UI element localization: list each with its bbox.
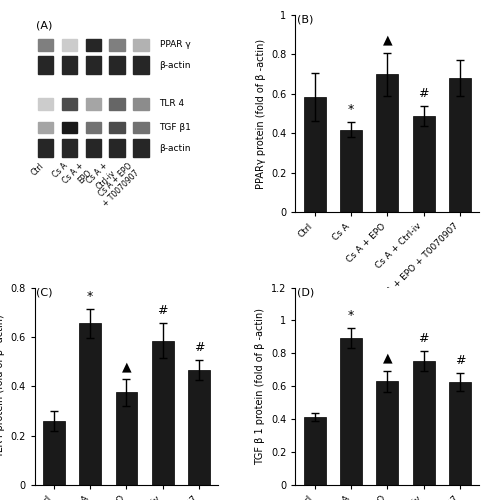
Bar [340, 130, 362, 212]
Bar [85, 140, 101, 157]
Bar [38, 98, 53, 110]
Y-axis label: TLR4 protein (fold of β -actin): TLR4 protein (fold of β -actin) [0, 314, 4, 458]
Bar [110, 56, 125, 74]
Text: Cs A +
EPO: Cs A + EPO [62, 161, 93, 193]
Y-axis label: PPARγ protein (fold of β -actin): PPARγ protein (fold of β -actin) [255, 38, 265, 189]
Bar [62, 98, 77, 110]
Text: TLR 4: TLR 4 [160, 100, 185, 108]
Text: (C): (C) [37, 288, 53, 298]
Bar [152, 340, 173, 485]
Bar [133, 38, 149, 50]
Text: Cs A: Cs A [51, 161, 70, 180]
Bar [412, 361, 435, 485]
Text: *: * [87, 290, 93, 302]
Bar [62, 56, 77, 74]
Text: *: * [348, 309, 354, 322]
Text: Ctrl: Ctrl [30, 161, 45, 178]
Bar [43, 421, 65, 485]
Text: (D): (D) [297, 288, 315, 298]
Bar [133, 122, 149, 134]
Bar [79, 324, 101, 485]
Bar [133, 140, 149, 157]
Bar [412, 116, 435, 212]
Text: #: # [454, 354, 465, 367]
Bar [449, 382, 471, 485]
Text: ▲: ▲ [382, 352, 392, 364]
Bar [133, 98, 149, 110]
Bar [38, 56, 53, 74]
Text: ▲: ▲ [382, 34, 392, 46]
Text: ▲: ▲ [122, 360, 131, 373]
Bar [85, 122, 101, 134]
Bar [133, 56, 149, 74]
Bar [376, 382, 398, 485]
Bar [304, 416, 326, 485]
Text: Cs A + EPO
+ T0070907: Cs A + EPO + T0070907 [94, 161, 141, 208]
Bar [340, 338, 362, 485]
Text: TGF β1: TGF β1 [160, 123, 191, 132]
Bar [110, 98, 125, 110]
Text: β-actin: β-actin [160, 61, 191, 70]
Bar [85, 98, 101, 110]
Bar [85, 56, 101, 74]
Text: *: * [348, 102, 354, 116]
Text: #: # [194, 342, 205, 354]
Text: #: # [418, 87, 429, 100]
Bar [62, 38, 77, 50]
Bar [110, 38, 125, 50]
Bar [376, 74, 398, 212]
Bar [110, 122, 125, 134]
Text: (B): (B) [297, 15, 314, 25]
Bar [38, 38, 53, 50]
Text: PPAR γ: PPAR γ [160, 40, 190, 49]
Text: #: # [158, 304, 168, 318]
Bar [62, 122, 77, 134]
Text: #: # [418, 332, 429, 345]
Bar [38, 122, 53, 134]
Bar [116, 392, 137, 485]
Text: β-actin: β-actin [160, 144, 191, 153]
Bar [304, 97, 326, 212]
Text: (A): (A) [37, 21, 53, 31]
Text: Cs A +
Ctrl-iv: Cs A + Ctrl-iv [85, 161, 117, 193]
Bar [38, 140, 53, 157]
Bar [449, 78, 471, 212]
Bar [110, 140, 125, 157]
Y-axis label: TGF β 1 protein (fold of β -actin): TGF β 1 protein (fold of β -actin) [255, 308, 265, 465]
Bar [188, 370, 210, 485]
Bar [85, 38, 101, 50]
Bar [62, 140, 77, 157]
